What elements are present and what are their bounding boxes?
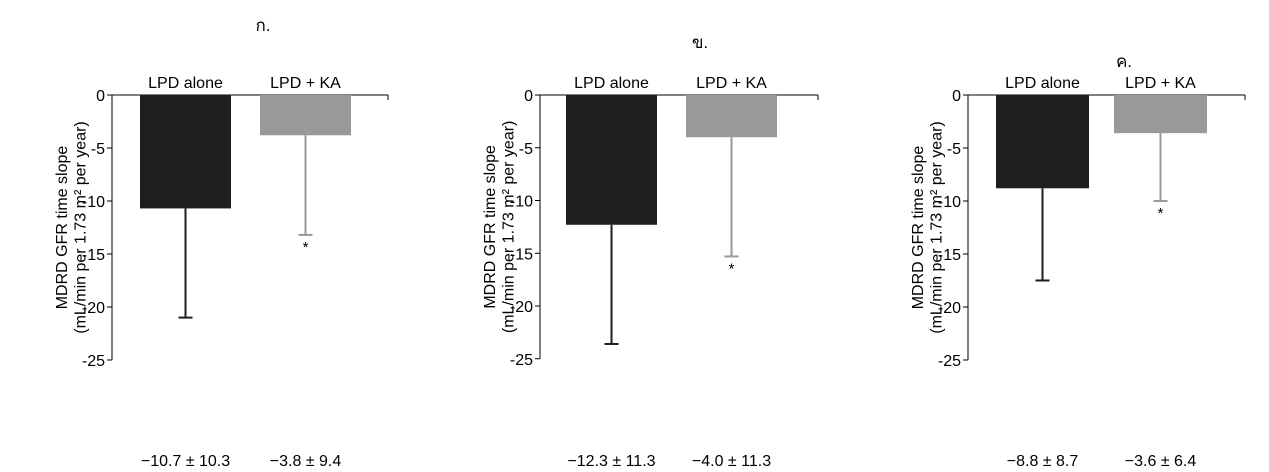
panel-title: ข. [692,33,708,52]
panel-title: ก. [255,16,270,35]
y-tick-label: -10 [510,194,533,211]
y-tick-label: -20 [510,299,533,316]
y-tick-label: 0 [524,88,533,105]
y-axis-label-line2: (mL/min per 1.73 m² per year) [501,121,518,334]
panel-title: ค. [1116,52,1132,71]
y-tick-label: -20 [82,300,105,317]
bar [140,95,231,209]
chart-panel-1: ก. 0 -5 -10 -15 -20 -25 MDRD GFR time slope(mL/… [54,16,389,470]
chart-panel-2: ข. 0 -5 -10 -15 -20 -25 MDRD GFR time slope(mL/… [482,33,819,470]
category-label: LPD alone [574,75,649,92]
y-axis-label-line2: (mL/min per 1.73 m² per year) [929,121,946,334]
y-tick-label: -25 [510,352,533,369]
y-tick-label: 0 [96,88,105,105]
category-label: LPD + KA [270,75,341,92]
chart-panel-3: ค. 0 -5 -10 -15 -20 -25 MDRD GFR time slope(mL/… [910,52,1246,470]
y-axis-label-line1: MDRD GFR time slope [482,145,499,309]
bar [260,95,351,136]
y-tick-label: -10 [938,194,961,211]
bar [686,95,777,138]
y-tick-label: -15 [82,247,105,264]
y-axis-label: MDRD GFR time slope(mL/min per 1.73 m² p… [54,121,89,334]
value-label: −4.0 ± 11.3 [692,453,771,470]
value-label: −3.8 ± 9.4 [270,453,342,470]
category-label: LPD alone [148,75,223,92]
value-label: −3.6 ± 6.4 [1125,453,1197,470]
y-tick-label: -15 [510,246,533,263]
y-axis-label-line1: MDRD GFR time slope [54,146,71,310]
y-tick-label: -5 [519,141,533,158]
y-axis-label-line1: MDRD GFR time slope [910,146,927,310]
y-tick-label: -5 [91,141,105,158]
bar [1114,95,1207,134]
significance-marker: * [303,239,309,256]
y-tick-label: -5 [947,141,961,158]
value-label: −8.8 ± 8.7 [1007,453,1079,470]
y-tick-label: -25 [938,353,961,370]
category-label: LPD alone [1005,75,1080,92]
significance-marker: * [1158,205,1164,222]
bar [566,95,657,225]
y-axis-label: MDRD GFR time slope(mL/min per 1.73 m² p… [910,121,945,334]
y-axis-label: MDRD GFR time slope(mL/min per 1.73 m² p… [482,121,517,334]
y-tick-label: -20 [938,300,961,317]
value-label: −12.3 ± 11.3 [567,453,655,470]
category-label: LPD + KA [696,75,767,92]
y-tick-label: 0 [952,88,961,105]
significance-marker: * [729,260,735,277]
value-label: −10.7 ± 10.3 [141,453,230,470]
y-tick-label: -15 [938,247,961,264]
y-axis-label-line2: (mL/min per 1.73 m² per year) [73,121,90,334]
y-tick-label: -10 [82,194,105,211]
y-tick-label: -25 [82,353,105,370]
category-label: LPD + KA [1125,75,1196,92]
bar [996,95,1089,189]
